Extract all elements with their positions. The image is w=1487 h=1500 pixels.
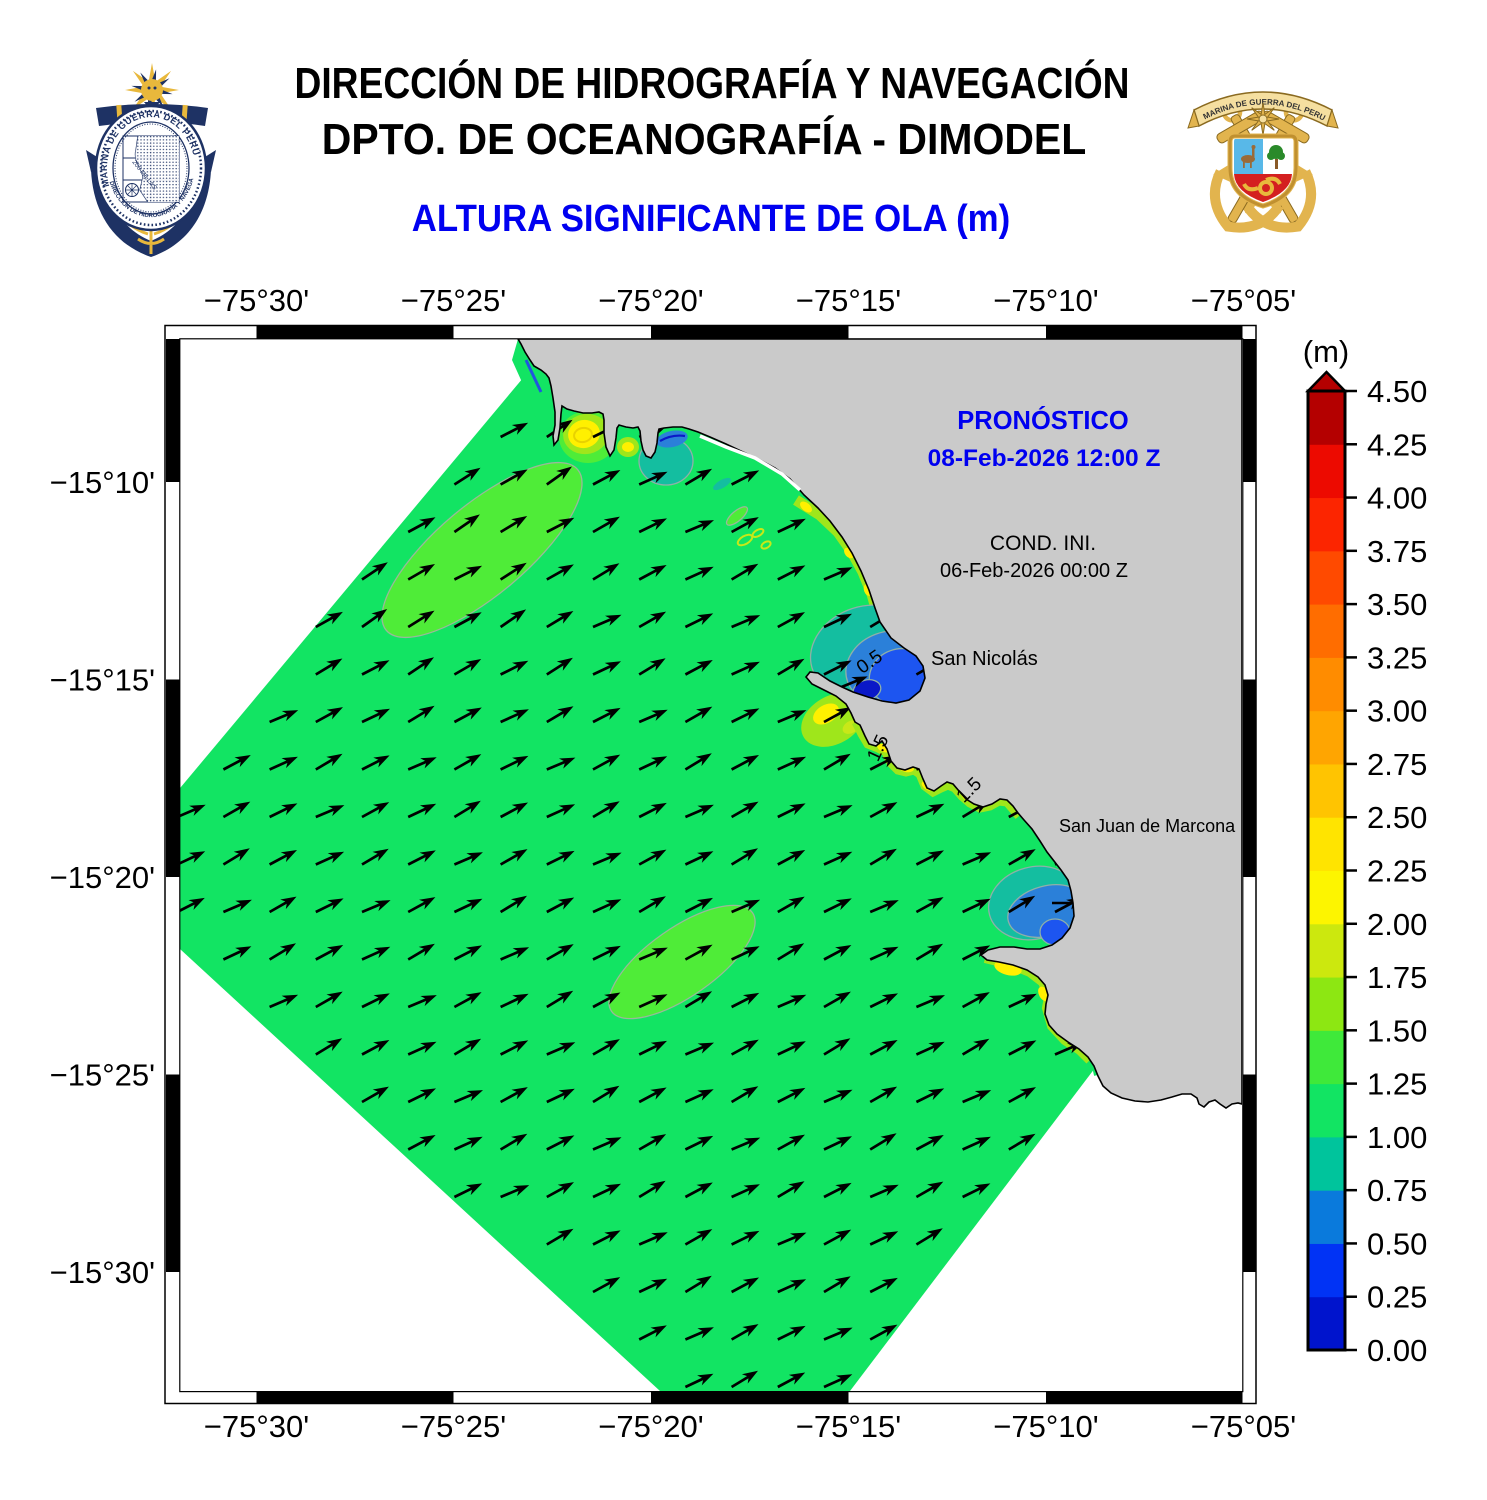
svg-text:4.00: 4.00	[1367, 481, 1427, 516]
svg-text:2.75: 2.75	[1367, 747, 1427, 782]
svg-text:06-Feb-2026 00:00 Z: 06-Feb-2026 00:00 Z	[940, 560, 1128, 582]
svg-text:−75°25': −75°25'	[401, 283, 506, 318]
svg-text:4.50: 4.50	[1367, 374, 1427, 409]
svg-text:−75°30': −75°30'	[204, 283, 309, 318]
svg-text:2.00: 2.00	[1367, 907, 1427, 942]
svg-text:PRONÓSTICO: PRONÓSTICO	[957, 405, 1128, 435]
svg-text:COND. INI.: COND. INI.	[990, 532, 1096, 555]
svg-text:3.75: 3.75	[1367, 534, 1427, 569]
svg-text:1.00: 1.00	[1367, 1120, 1427, 1155]
svg-text:2.50: 2.50	[1367, 800, 1427, 835]
svg-text:−75°30': −75°30'	[204, 1409, 309, 1444]
svg-text:−15°20': −15°20'	[50, 860, 155, 895]
svg-text:−75°10': −75°10'	[993, 283, 1098, 318]
svg-text:1.75: 1.75	[1367, 960, 1427, 995]
svg-text:0.50: 0.50	[1367, 1226, 1427, 1261]
svg-text:2.25: 2.25	[1367, 854, 1427, 889]
svg-text:−75°25': −75°25'	[401, 1409, 506, 1444]
svg-text:0.00: 0.00	[1367, 1333, 1427, 1368]
svg-text:08-Feb-2026 12:00 Z: 08-Feb-2026 12:00 Z	[928, 445, 1161, 472]
svg-text:0.25: 0.25	[1367, 1280, 1427, 1315]
svg-text:−75°05': −75°05'	[1191, 283, 1296, 318]
svg-text:−15°25': −15°25'	[50, 1058, 155, 1093]
svg-text:DPTO. DE OCEANOGRAFÍA - DIMODE: DPTO. DE OCEANOGRAFÍA - DIMODEL	[322, 115, 1087, 165]
svg-text:3.50: 3.50	[1367, 587, 1427, 622]
svg-text:−75°20': −75°20'	[598, 1409, 703, 1444]
svg-text:1.50: 1.50	[1367, 1013, 1427, 1048]
svg-text:−75°15': −75°15'	[796, 283, 901, 318]
svg-text:ALTURA SIGNIFICANTE DE OLA (m): ALTURA SIGNIFICANTE DE OLA (m)	[412, 197, 1010, 240]
svg-text:−75°05': −75°05'	[1191, 1409, 1296, 1444]
svg-text:−15°30': −15°30'	[50, 1255, 155, 1290]
svg-text:4.25: 4.25	[1367, 427, 1427, 462]
svg-text:San Juan de Marcona: San Juan de Marcona	[1059, 816, 1236, 836]
svg-text:San Nicolás: San Nicolás	[931, 648, 1038, 670]
svg-text:−75°15': −75°15'	[796, 1409, 901, 1444]
svg-text:3.00: 3.00	[1367, 694, 1427, 729]
svg-text:−75°20': −75°20'	[598, 283, 703, 318]
svg-text:(m): (m)	[1303, 334, 1349, 369]
svg-text:−15°10': −15°10'	[50, 465, 155, 500]
svg-text:0.75: 0.75	[1367, 1173, 1427, 1208]
svg-text:1.25: 1.25	[1367, 1067, 1427, 1102]
svg-text:3.25: 3.25	[1367, 640, 1427, 675]
svg-text:−75°10': −75°10'	[993, 1409, 1098, 1444]
svg-text:DIRECCIÓN DE HIDROGRAFÍA Y NAV: DIRECCIÓN DE HIDROGRAFÍA Y NAVEGACIÓN	[295, 58, 1130, 108]
svg-text:−15°15': −15°15'	[50, 663, 155, 698]
